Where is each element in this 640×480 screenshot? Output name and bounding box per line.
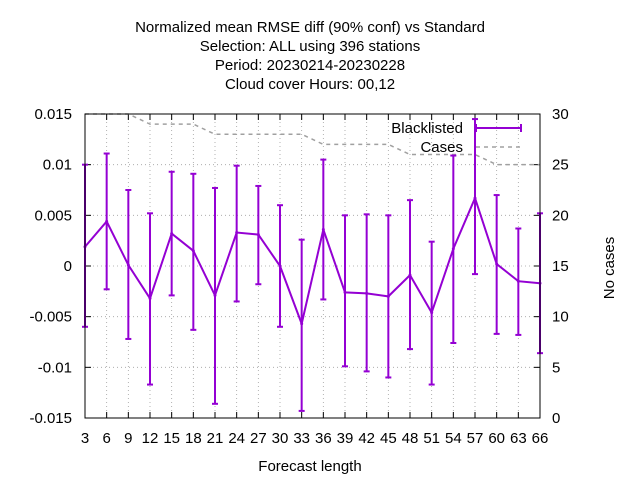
x-tick-label: 54 <box>445 430 462 447</box>
blacklisted-point <box>256 233 260 237</box>
blacklisted-point <box>170 232 174 236</box>
x-tick-label: 3 <box>81 430 89 447</box>
x-tick-label: 15 <box>163 430 180 447</box>
blacklisted-point <box>235 231 239 235</box>
x-tick-label: 51 <box>423 430 440 447</box>
blacklisted-point <box>105 219 109 223</box>
x-tick-label: 66 <box>532 430 549 447</box>
legend: Blacklisted Cases <box>391 120 522 156</box>
x-tick-label: 57 <box>467 430 484 447</box>
x-tick-label: 63 <box>510 430 527 447</box>
title-line-4: Cloud cover Hours: 00,12 <box>225 76 395 93</box>
ticks: 3 6 9 12 15 18 21 24 27 30 33 36 39 42 45 48 51 54 57 60 63 6… <box>29 106 568 447</box>
x-tick-label: 12 <box>142 430 159 447</box>
legend-label-blacklisted: Blacklisted <box>391 120 463 137</box>
y-tick-label: 0 <box>64 258 72 275</box>
blacklisted-point <box>408 273 412 277</box>
blacklisted-point <box>278 264 282 268</box>
y-tick-label: 0.015 <box>34 106 72 123</box>
x-tick-label: 21 <box>207 430 224 447</box>
x-tick-label: 18 <box>185 430 202 447</box>
y2-tick-label: 30 <box>552 106 569 123</box>
y-tick-label: -0.015 <box>29 410 72 427</box>
blacklisted-point <box>365 291 369 295</box>
x-tick-label: 45 <box>380 430 397 447</box>
x-tick-label: 36 <box>315 430 332 447</box>
y-tick-label: 0.005 <box>34 207 72 224</box>
blacklisted-point <box>430 311 434 315</box>
x-tick-label: 48 <box>402 430 419 447</box>
blacklisted-point <box>321 228 325 232</box>
plot-frame <box>84 113 541 419</box>
y2-tick-label: 20 <box>552 207 569 224</box>
x-tick-label: 24 <box>228 430 245 447</box>
y2-tick-label: 5 <box>552 359 560 376</box>
title-line-2: Selection: ALL using 396 stations <box>200 38 420 55</box>
y2-tick-label: 25 <box>552 157 569 174</box>
blacklisted-point <box>213 293 217 297</box>
cases-line <box>85 113 540 166</box>
x-tick-label: 39 <box>337 430 354 447</box>
x-tick-label: 30 <box>272 430 289 447</box>
blacklisted-point <box>148 296 152 300</box>
x-axis-label: Forecast length <box>258 458 361 475</box>
y2-axis-label: No cases <box>601 237 618 300</box>
blacklisted-point <box>386 294 390 298</box>
blacklisted-point <box>343 290 347 294</box>
grid <box>84 113 541 419</box>
blacklisted-point <box>451 247 455 251</box>
x-tick-label: 9 <box>124 430 132 447</box>
chart-title: Normalized mean RMSE diff (90% conf) vs … <box>135 19 485 93</box>
x-tick-label: 6 <box>102 430 110 447</box>
blacklisted-point <box>126 263 130 267</box>
blacklisted-point <box>300 322 304 326</box>
y2-tick-label: 15 <box>552 258 569 275</box>
title-line-1: Normalized mean RMSE diff (90% conf) vs … <box>135 19 485 36</box>
blacklisted-point <box>191 249 195 253</box>
blacklisted-point <box>473 196 477 200</box>
y-tick-label: -0.005 <box>29 309 72 326</box>
blacklisted-point <box>495 262 499 266</box>
title-line-3: Period: 20230214-20230228 <box>215 57 405 74</box>
x-tick-label: 60 <box>488 430 505 447</box>
y2-tick-label: 0 <box>552 410 560 427</box>
y-tick-label: -0.01 <box>38 359 72 376</box>
x-tick-label: 33 <box>293 430 310 447</box>
blacklisted-line <box>84 195 541 328</box>
x-tick-label: 42 <box>358 430 375 447</box>
y-tick-label: 0.01 <box>43 157 72 174</box>
plot-area <box>82 113 543 412</box>
legend-sample-blacklisted <box>475 124 522 132</box>
blacklisted-point <box>516 279 520 283</box>
y2-tick-label: 10 <box>552 309 569 326</box>
x-tick-label: 27 <box>250 430 267 447</box>
legend-label-cases: Cases <box>420 139 463 156</box>
